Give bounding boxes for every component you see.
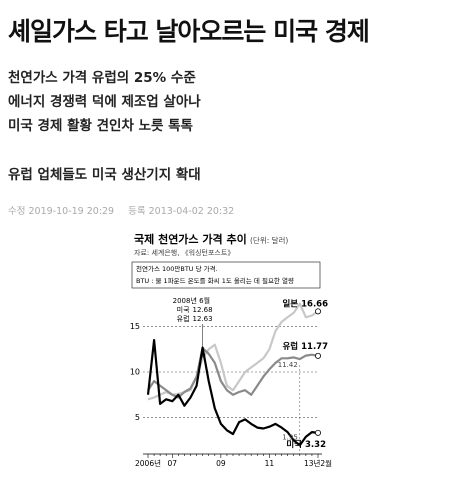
chart-title: 국제 천연가스 가격 추이 [134,232,247,246]
peak-value: 12.63 [193,315,213,323]
unit: (단위: 달러) [250,235,288,245]
end-label: 유럽 11.77 [282,340,328,351]
end-label: 미국 3.32 [286,438,326,449]
series-name: 일본 [282,298,298,309]
peak-value: 12.68 [193,306,213,314]
x-tick-label: 13년2월 [304,458,332,468]
data-label: 11.42 [278,361,298,369]
end-value: 16.66 [301,299,328,309]
x-tick-label: 11 [265,459,275,468]
note: 천연가스 100만BTU 당 가격. [136,264,218,273]
line-series [147,302,319,401]
series-name: 유럽 [177,314,190,323]
note: BTU : 물 1파운드 온도를 화씨 1도 올리는 데 필요한 열량 [136,276,294,285]
line-series [146,339,319,447]
series-name: 미국 [286,438,302,449]
data-label: 1.95 [282,433,298,441]
end-label: 일본 16.66 [282,298,328,309]
meta: 수정 2019-10-19 20:29 등록 2013-04-02 20:32 [8,203,234,217]
x-tick-label: 07 [168,459,178,468]
subheading: 에너지 경쟁력 덕에 제조업 살아나 [8,94,201,110]
end-value: 11.77 [301,341,328,351]
registered-date: 등록 2013-04-02 20:32 [128,206,235,217]
subheading: 유럽 업체들도 미국 생산기지 확대 [8,167,201,183]
source: 자료: 세계은행, 《워싱턴포스트》 [134,248,234,257]
annotation: 유럽 12.63 [177,314,213,323]
modified-date: 수정 2019-10-19 20:29 [8,206,115,217]
series-name: 미국 [177,305,190,314]
y-tick-label: 15 [130,322,140,331]
annotation: 2008년 6월 [173,296,210,305]
y-tick-label: 10 [130,368,140,377]
end-value: 3.32 [305,439,326,449]
x-tick-label: 2006년 [135,458,161,468]
end-marker [314,352,321,359]
y-tick-label: 5 [135,413,140,422]
headline: 셰일가스 타고 날아오르는 미국 경제 [8,17,370,46]
subheading: 미국 경제 활황 견인차 노릇 톡톡 [8,118,193,134]
x-tick-label: 09 [216,459,226,468]
series-name: 유럽 [282,340,298,351]
note-box [131,261,321,289]
end-marker [314,308,321,315]
annotation: 미국 12.68 [177,305,213,314]
subheading: 천연가스 가격 유럽의 25% 수준 [8,70,196,86]
end-marker [314,429,321,436]
